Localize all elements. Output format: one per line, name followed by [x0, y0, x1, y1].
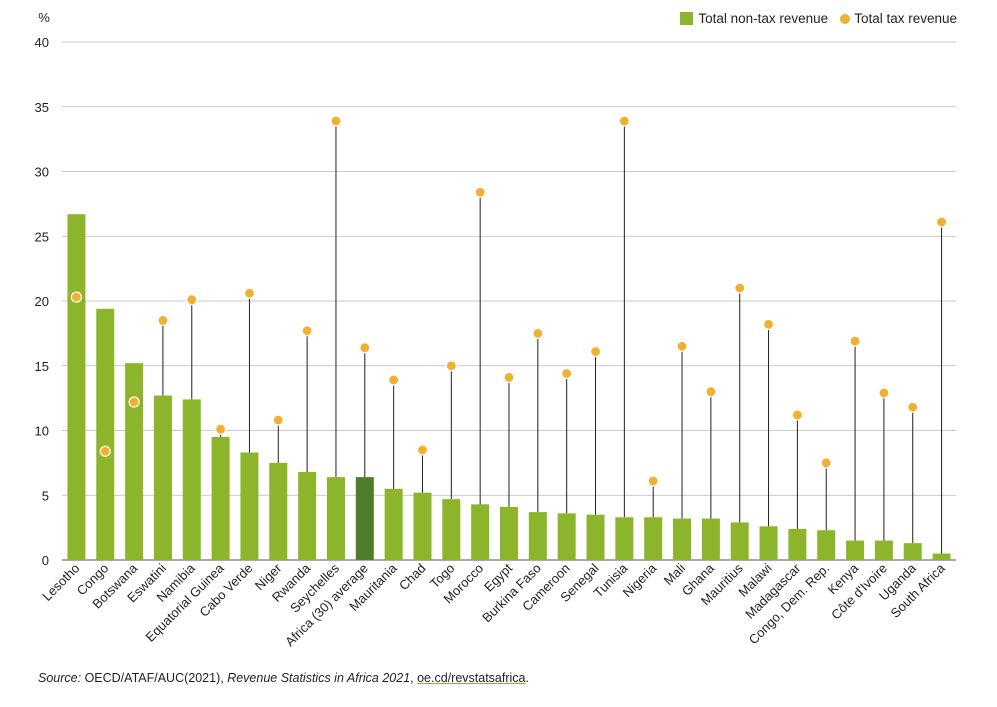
nontax-bar — [67, 214, 86, 561]
tax-dot — [820, 457, 832, 469]
tax-dot — [474, 186, 486, 198]
tax-dot — [676, 340, 688, 352]
tax-dot — [878, 387, 890, 399]
nontax-bar — [557, 513, 576, 560]
y-tick-label: 15 — [35, 359, 49, 374]
y-tick-label: 5 — [42, 488, 49, 503]
source-title: Revenue Statistics in Africa 2021 — [227, 671, 411, 685]
x-tick-label: Nigeria — [620, 560, 660, 600]
nontax-bar — [384, 488, 403, 560]
tax-dot — [243, 287, 256, 299]
legend-label-nontax: Total non-tax revenue — [698, 11, 829, 26]
source-link[interactable]: oe.cd/revstatsafrica — [417, 671, 526, 685]
nontax-bar — [759, 526, 778, 560]
tax-stems — [162, 120, 943, 554]
tax-dot — [705, 386, 717, 398]
tax-dot — [532, 327, 544, 339]
nontax-bar — [730, 522, 749, 560]
tax-dot — [762, 318, 775, 330]
x-axis-tick-labels: LesothoCongoBotswanaEswatiniNamibiaEquat… — [39, 560, 948, 649]
nontax-bar — [846, 540, 865, 560]
tax-dot — [416, 444, 429, 456]
tax-dot — [791, 409, 803, 421]
nontax-bar — [701, 518, 720, 560]
tax-dot — [589, 345, 602, 358]
tax-dot — [503, 371, 515, 384]
tax-dot — [359, 342, 371, 354]
source-label: Source: — [38, 671, 82, 685]
nontax-bar — [298, 471, 317, 560]
nontax-bar — [903, 543, 922, 560]
tax-dot — [128, 396, 140, 408]
tax-dot — [330, 115, 342, 127]
nontax-bar — [586, 514, 605, 560]
tax-dot — [907, 401, 919, 413]
tax-dot — [734, 282, 746, 294]
tax-dot — [935, 216, 948, 228]
nontax-bar — [644, 517, 663, 560]
tax-dot — [272, 414, 284, 426]
tax-dot — [561, 367, 573, 380]
nontax-bar — [211, 436, 230, 560]
nontax-bar — [442, 499, 461, 560]
nontax-bar — [96, 308, 115, 560]
nontax-bar — [125, 363, 144, 560]
nontax-bar — [788, 528, 807, 560]
legend-label-tax: Total tax revenue — [854, 11, 957, 26]
y-tick-label: 30 — [35, 165, 49, 180]
nontax-bar — [326, 477, 345, 560]
nontax-bar — [240, 452, 259, 560]
y-tick-label: 10 — [35, 424, 49, 439]
nontax-bar — [528, 512, 547, 560]
y-tick-label: 20 — [35, 294, 49, 309]
gridlines — [62, 41, 956, 561]
nontax-bar — [874, 540, 893, 560]
x-tick-label: Chad — [396, 561, 429, 594]
tax-dot — [301, 325, 313, 337]
tax-dot — [445, 360, 457, 372]
source-note: Source: OECD/ATAF/AUC(2021), Revenue Sta… — [38, 671, 529, 685]
legend-bar-swatch — [680, 12, 694, 25]
legend-item-tax: Total tax revenue — [840, 11, 957, 26]
tax-dot — [849, 335, 861, 347]
tax-dot — [618, 115, 630, 127]
source-end: . — [525, 671, 529, 685]
y-tick-label: 25 — [35, 229, 49, 244]
nontax-bar — [500, 506, 518, 560]
legend-item-nontax: Total non-tax revenue — [680, 11, 828, 26]
nontax-bar — [182, 399, 201, 560]
source-text-a: OECD/ATAF/AUC(2021), — [81, 671, 228, 685]
nontax-bar — [413, 492, 432, 560]
y-tick-label: 35 — [35, 100, 49, 115]
y-axis-tick-labels: 0 5 10 15 20 25 30 35 40 — [35, 35, 49, 568]
nontax-bar — [269, 462, 288, 560]
legend-dot-swatch — [840, 13, 851, 24]
source-text-b: , — [410, 671, 418, 685]
tax-dot — [215, 423, 227, 435]
tax-dot — [70, 291, 83, 303]
tax-dot — [99, 445, 111, 457]
tax-dots — [70, 115, 948, 487]
nontax-bars — [67, 214, 951, 561]
nontax-bar — [817, 530, 836, 560]
tax-dot — [647, 475, 659, 487]
tax-dot — [388, 374, 400, 386]
nontax-bar — [153, 395, 172, 560]
y-axis-label: % — [38, 10, 50, 25]
nontax-bar — [615, 517, 634, 560]
tax-dot — [186, 294, 198, 306]
nontax-bar — [355, 477, 374, 560]
legend: Total non-tax revenue Total tax revenue — [668, 11, 957, 26]
nontax-bar — [932, 553, 951, 560]
nontax-bar — [673, 518, 692, 560]
nontax-bar — [471, 504, 490, 560]
y-tick-label: 0 — [42, 553, 49, 568]
tax-dot — [157, 314, 169, 327]
y-tick-label: 40 — [35, 35, 49, 50]
